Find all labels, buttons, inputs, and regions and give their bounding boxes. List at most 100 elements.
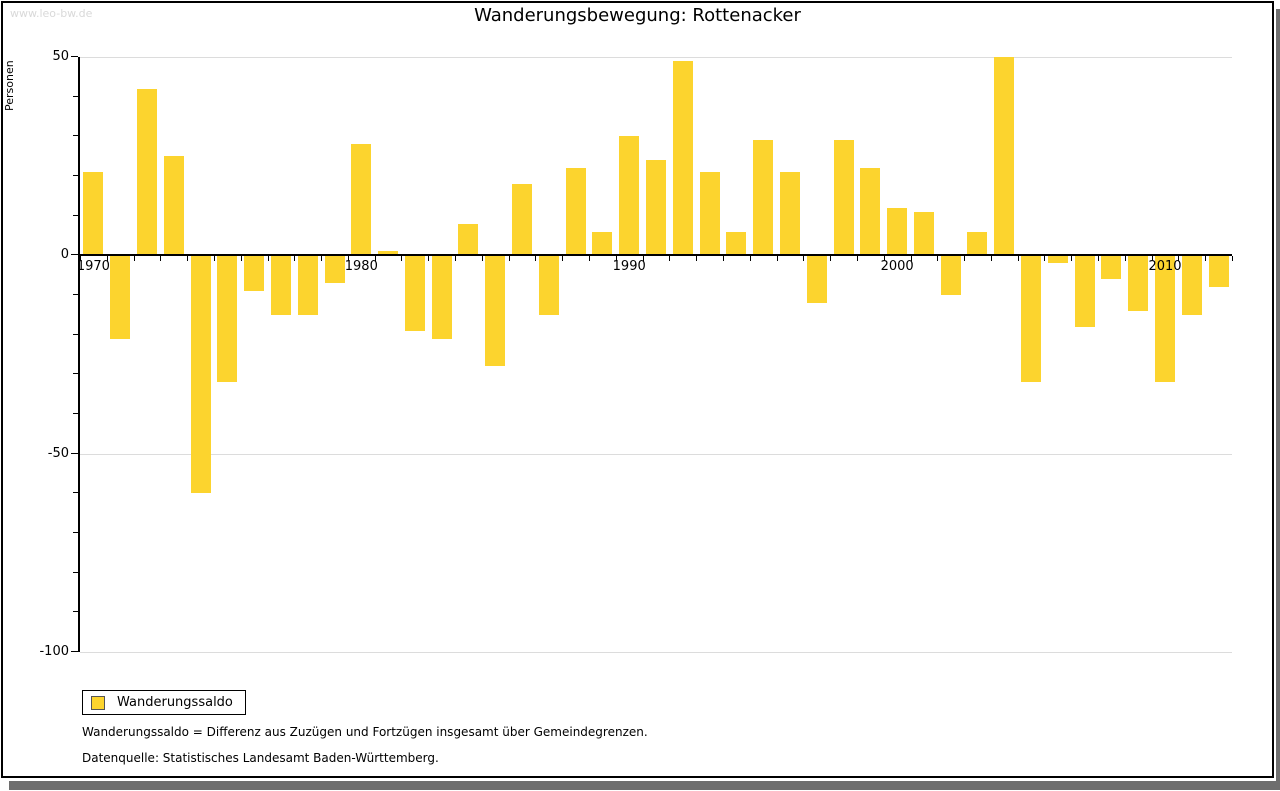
y-tick-label--50: -50 xyxy=(47,445,69,461)
x-tick-19 xyxy=(589,256,591,262)
x-tick-38 xyxy=(1098,256,1100,262)
x-tick-36 xyxy=(1044,256,1046,262)
x-tick-20 xyxy=(615,256,617,262)
y-tick-label-50: 50 xyxy=(52,49,69,64)
y-minor-tick-30 xyxy=(73,135,78,136)
chart-title: Wanderungsbewegung: Rottenacker xyxy=(474,5,801,26)
bar-1985 xyxy=(485,255,506,367)
x-tick-label-2010: 2010 xyxy=(1148,259,1182,275)
bar-2006 xyxy=(1047,255,1068,264)
y-minor-tick--90 xyxy=(73,611,78,612)
y-minor-tick--10 xyxy=(73,294,78,295)
bar-1992 xyxy=(672,60,693,256)
bar-1983 xyxy=(431,255,452,339)
legend-label: Wanderungssaldo xyxy=(117,695,233,710)
bar-1977 xyxy=(270,255,291,315)
y-major-tick--100 xyxy=(71,651,78,652)
bar-1982 xyxy=(404,255,425,331)
x-tick-0 xyxy=(80,256,81,262)
bar-2001 xyxy=(913,211,934,256)
bar-1989 xyxy=(592,231,613,256)
bar-1984 xyxy=(458,223,479,256)
x-tick-6 xyxy=(240,256,242,262)
footer-definition: Wanderungssaldo = Differenz aus Zuzügen … xyxy=(82,725,648,739)
x-tick-5 xyxy=(213,256,215,262)
x-tick-43 xyxy=(1232,256,1233,262)
x-tick-22 xyxy=(669,256,671,262)
bar-1993 xyxy=(699,172,720,256)
x-tick-1 xyxy=(106,256,108,262)
bar-1991 xyxy=(646,160,666,256)
x-tick-42 xyxy=(1205,256,1207,262)
bar-1981 xyxy=(378,251,399,256)
x-tick-32 xyxy=(937,256,939,262)
x-tick-18 xyxy=(562,256,564,262)
gridline--100 xyxy=(80,651,1232,653)
x-tick-24 xyxy=(722,256,724,262)
bar-2008 xyxy=(1101,255,1122,280)
x-tick-30 xyxy=(883,256,885,262)
bar-2004 xyxy=(994,57,1015,256)
bar-1972 xyxy=(136,88,157,256)
y-major-tick-0 xyxy=(71,254,78,255)
x-tick-27 xyxy=(803,256,805,262)
x-tick-2 xyxy=(133,256,135,262)
x-tick-10 xyxy=(347,256,349,262)
x-axis-line xyxy=(78,254,1232,257)
bar-1975 xyxy=(217,255,238,383)
bar-1990 xyxy=(619,136,640,256)
y-tick-label--100: -100 xyxy=(39,644,69,659)
bar-1978 xyxy=(297,255,318,315)
bar-1996 xyxy=(779,172,800,256)
bar-1973 xyxy=(163,156,184,256)
bar-2007 xyxy=(1074,255,1095,327)
chart-window: www.leo-bw.de Wanderungsbewegung: Rotten… xyxy=(1,1,1274,778)
bar-1971 xyxy=(110,255,131,339)
x-tick-14 xyxy=(455,256,457,262)
x-tick-40 xyxy=(1151,256,1153,262)
x-tick-34 xyxy=(990,256,992,262)
x-tick-26 xyxy=(776,256,778,262)
x-tick-11 xyxy=(374,256,376,262)
x-tick-3 xyxy=(160,256,162,262)
y-minor-tick--60 xyxy=(73,492,78,493)
x-tick-25 xyxy=(749,256,751,262)
x-tick-39 xyxy=(1124,256,1126,262)
x-tick-29 xyxy=(856,256,858,262)
footer-source: Datenquelle: Statistisches Landesamt Bad… xyxy=(82,751,439,765)
y-minor-tick--40 xyxy=(73,413,78,414)
x-tick-label-1970: 1970 xyxy=(76,259,110,275)
x-tick-4 xyxy=(187,256,189,262)
window-shadow-bottom xyxy=(9,781,1280,790)
x-tick-16 xyxy=(508,256,510,262)
x-tick-label-2000: 2000 xyxy=(880,259,914,275)
bar-1999 xyxy=(860,168,881,256)
x-tick-17 xyxy=(535,256,537,262)
bar-2005 xyxy=(1021,255,1042,383)
x-tick-label-1990: 1990 xyxy=(612,259,646,275)
x-tick-13 xyxy=(428,256,430,262)
bar-1997 xyxy=(806,255,827,303)
x-tick-33 xyxy=(964,256,966,262)
y-minor-tick--80 xyxy=(73,572,78,573)
x-tick-9 xyxy=(321,256,323,262)
bar-1974 xyxy=(190,255,211,494)
x-tick-31 xyxy=(910,256,912,262)
bar-2003 xyxy=(967,231,988,256)
site-watermark: www.leo-bw.de xyxy=(10,7,93,20)
x-tick-8 xyxy=(294,256,296,262)
bar-2011 xyxy=(1181,255,1202,315)
bar-2002 xyxy=(940,255,961,295)
y-minor-tick--70 xyxy=(73,532,78,533)
bar-2000 xyxy=(887,207,908,256)
bar-1998 xyxy=(833,140,854,256)
x-tick-28 xyxy=(830,256,832,262)
bar-1980 xyxy=(351,144,372,256)
x-tick-35 xyxy=(1017,256,1019,262)
bar-1987 xyxy=(538,255,559,315)
y-tick-label-0: 0 xyxy=(60,247,69,263)
x-tick-21 xyxy=(642,256,644,262)
y-minor-tick-20 xyxy=(73,175,78,176)
x-tick-37 xyxy=(1071,256,1073,262)
bar-1970 xyxy=(83,172,104,256)
